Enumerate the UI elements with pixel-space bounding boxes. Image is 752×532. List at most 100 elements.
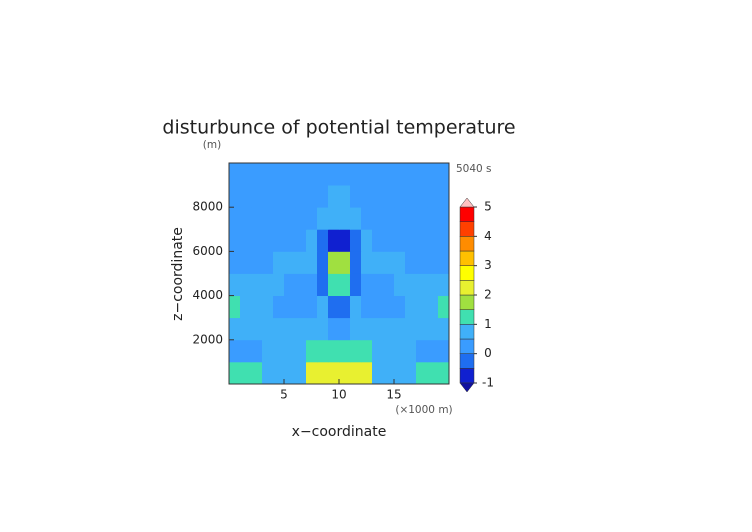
cell: [262, 361, 274, 385]
cell: [405, 273, 417, 296]
cell: [361, 207, 373, 230]
y-tick-label: 8000: [192, 200, 223, 214]
cell: [427, 295, 439, 319]
cell: [317, 361, 329, 385]
x-tick-label: 5: [280, 388, 288, 402]
cell: [350, 229, 362, 252]
cell: [427, 251, 439, 274]
cell: [317, 295, 329, 319]
cell: [361, 317, 373, 341]
cell: [350, 185, 362, 208]
cell: [416, 207, 428, 230]
cell: [273, 361, 285, 385]
cell: [229, 317, 241, 341]
cell: [273, 273, 285, 296]
cell: [328, 273, 340, 296]
cell: [295, 273, 307, 296]
cell: [405, 295, 417, 319]
cell: [372, 317, 384, 341]
cell: [361, 361, 373, 385]
cell: [328, 229, 340, 252]
cell: [394, 273, 406, 296]
cell: [251, 317, 263, 341]
cell: [339, 317, 351, 341]
cell: [350, 273, 362, 296]
cell: [416, 361, 428, 385]
y-tick-label: 6000: [192, 244, 223, 258]
cell: [229, 185, 241, 208]
cell: [317, 273, 329, 296]
cell: [383, 229, 395, 252]
cell: [251, 163, 263, 186]
cell: [262, 163, 274, 186]
cell: [372, 361, 384, 385]
cell: [251, 361, 263, 385]
x-unit: (×1000 m): [395, 404, 452, 416]
cell: [317, 163, 329, 186]
cell: [317, 251, 329, 274]
colorbar-tick-label: 1: [484, 317, 492, 331]
cell: [295, 163, 307, 186]
y-tick-label: 4000: [192, 288, 223, 302]
cell: [427, 361, 439, 385]
cell: [350, 317, 362, 341]
cell: [438, 295, 450, 319]
x-tick-label: 10: [331, 388, 346, 402]
cell: [295, 229, 307, 252]
cell: [240, 295, 252, 319]
colorbar-segment: [459, 206, 475, 222]
cell: [273, 339, 285, 363]
cell: [361, 273, 373, 296]
cell: [317, 229, 329, 252]
cell: [394, 229, 406, 252]
cell: [438, 339, 450, 363]
cell: [394, 317, 406, 341]
cell: [306, 185, 318, 208]
cell: [383, 251, 395, 274]
x-tick-label: 15: [386, 388, 401, 402]
cell: [394, 251, 406, 274]
cell: [372, 295, 384, 319]
cell: [240, 273, 252, 296]
cell: [394, 207, 406, 230]
cell: [240, 163, 252, 186]
cell: [306, 317, 318, 341]
cell: [427, 163, 439, 186]
cell: [251, 185, 263, 208]
cell: [306, 295, 318, 319]
cell: [438, 185, 450, 208]
colorbar-segment: [459, 294, 475, 310]
cell: [295, 295, 307, 319]
cell: [383, 207, 395, 230]
cell: [427, 229, 439, 252]
cell: [328, 251, 340, 274]
cell: [284, 273, 296, 296]
cell: [328, 317, 340, 341]
cell: [273, 317, 285, 341]
cell: [339, 361, 351, 385]
cell: [306, 273, 318, 296]
cell: [339, 207, 351, 230]
cell: [405, 339, 417, 363]
cell: [240, 361, 252, 385]
cell: [229, 163, 241, 186]
cell: [295, 339, 307, 363]
cell: [262, 295, 274, 319]
cell: [372, 163, 384, 186]
cell: [317, 207, 329, 230]
cell: [251, 207, 263, 230]
cell: [405, 229, 417, 252]
cell: [273, 163, 285, 186]
cell: [372, 339, 384, 363]
colorbar-segment: [459, 221, 475, 237]
cell: [427, 339, 439, 363]
cell: [284, 251, 296, 274]
cell: [317, 339, 329, 363]
cell: [416, 273, 428, 296]
cell: [438, 273, 450, 296]
cell: [405, 317, 417, 341]
cell: [284, 163, 296, 186]
cell: [339, 251, 351, 274]
cell: [295, 251, 307, 274]
